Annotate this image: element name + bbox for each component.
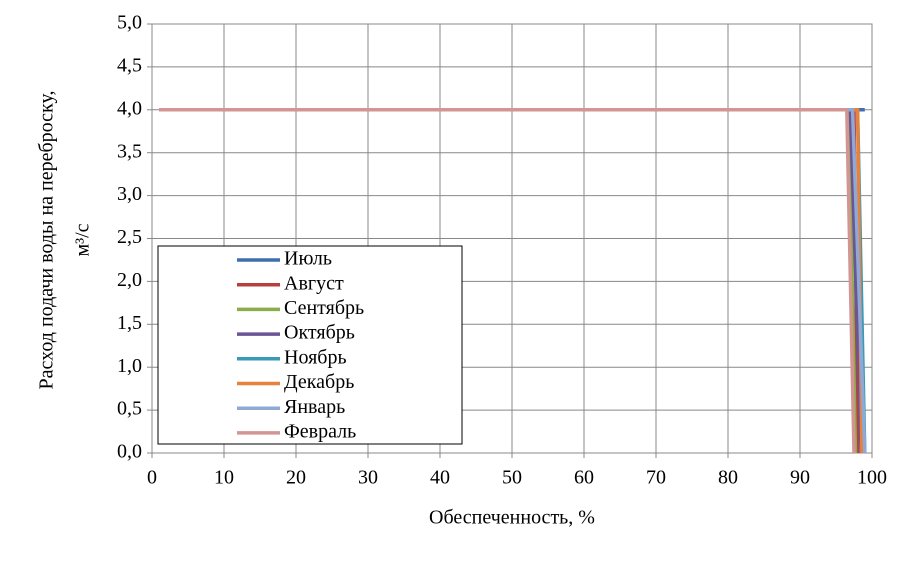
- y-tick-label: 1,5: [117, 312, 142, 334]
- y-tick-label: 5,0: [117, 12, 142, 34]
- x-tick-label: 70: [646, 467, 666, 489]
- x-tick-label: 20: [286, 467, 306, 489]
- series-line: [159, 108, 856, 454]
- x-tick-label: 40: [430, 467, 450, 489]
- legend-label: Август: [284, 272, 344, 294]
- x-axis-label: Обеспеченность, %: [429, 507, 595, 529]
- y-tick-label: 3,5: [117, 140, 142, 162]
- plot-frame: [151, 23, 873, 454]
- x-tick-label: 10: [214, 467, 234, 489]
- legend-label: Декабрь: [284, 371, 354, 393]
- y-tick-label: 2,0: [117, 269, 142, 291]
- y-tick-label: 0,5: [117, 398, 142, 420]
- x-tick-label: 30: [358, 467, 378, 489]
- y-tick-label: 3,0: [117, 183, 142, 205]
- y-tick-label: 4,0: [117, 97, 142, 119]
- y-tick-label: 4,5: [117, 54, 142, 76]
- y-axis-label: м³/с: [72, 223, 94, 256]
- legend-label: Октябрь: [284, 322, 355, 344]
- y-axis-label: Расход подачи воды на переброску,: [36, 91, 58, 390]
- legend: [157, 245, 463, 445]
- legend-label: Февраль: [284, 420, 356, 442]
- x-tick-label: 0: [147, 467, 157, 489]
- legend-label: Июль: [284, 248, 332, 270]
- x-tick-label: 80: [718, 467, 738, 489]
- legend-label: Ноябрь: [284, 346, 347, 368]
- legend-label: Январь: [284, 396, 345, 418]
- x-tick-label: 100: [857, 467, 887, 489]
- y-tick-label: 2,5: [117, 226, 142, 248]
- x-tick-label: 90: [790, 467, 810, 489]
- y-tick-label: 1,0: [117, 355, 142, 377]
- y-tick-label: 0,0: [117, 441, 142, 463]
- x-tick-label: 50: [502, 467, 522, 489]
- x-tick-label: 60: [574, 467, 594, 489]
- legend-label: Сентябрь: [284, 297, 364, 319]
